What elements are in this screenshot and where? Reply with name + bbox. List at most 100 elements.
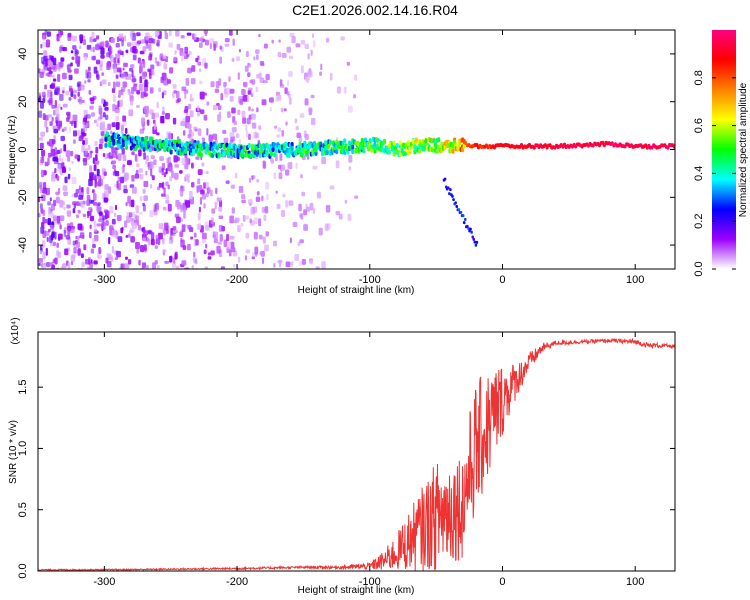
- spectrogram-noise-cell: [275, 190, 278, 194]
- spectrogram-noise-cell: [206, 128, 209, 136]
- spectrogram-noise-cell: [183, 210, 186, 219]
- spectrogram-noise-cell: [304, 98, 309, 106]
- spectrogram-noise-cell: [237, 109, 241, 115]
- spectrogram-signal-cell: [290, 142, 294, 148]
- spectrogram-branch-cell: [447, 186, 450, 190]
- spectrogram-signal-cell: [418, 148, 422, 154]
- snr-x-tick-label: -200: [226, 576, 248, 588]
- spectrogram-noise-cell: [96, 70, 99, 79]
- spectrogram-noise-cell: [214, 88, 220, 93]
- spectrogram-y-tick-label: 0: [17, 146, 29, 152]
- spectrogram-noise-cell: [169, 176, 173, 182]
- spectrogram-noise-cell: [38, 97, 41, 103]
- spectrogram-noise-cell: [155, 234, 159, 240]
- spectrogram-noise-cell: [99, 60, 104, 67]
- spectrogram-noise-cell: [148, 55, 151, 61]
- spectrogram-noise-cell: [354, 195, 359, 199]
- spectrogram-noise-cell: [77, 91, 80, 97]
- spectrogram-noise-cell: [169, 234, 173, 241]
- spectrogram-noise-cell: [140, 245, 145, 253]
- spectrogram-noise-cell: [174, 164, 179, 168]
- spectrogram-noise-cell: [132, 77, 136, 84]
- spectrogram-signal-cell: [129, 145, 133, 151]
- spectrogram-noise-cell: [199, 197, 202, 205]
- spectrogram-noise-cell: [147, 238, 151, 246]
- spectrogram-noise-cell: [62, 103, 68, 108]
- spectrogram-noise-cell: [233, 120, 237, 126]
- spectrogram-noise-cell: [119, 176, 125, 184]
- spectrogram-noise-cell: [38, 110, 43, 118]
- spectrogram-signal-cell: [142, 146, 146, 152]
- spectrogram-noise-cell: [193, 126, 198, 131]
- spectrogram-noise-cell: [301, 258, 306, 265]
- spectrogram-noise-cell: [238, 256, 241, 263]
- spectrogram-noise-cell: [150, 232, 155, 240]
- spectrogram-noise-cell: [114, 257, 119, 261]
- spectrogram-noise-cell: [326, 37, 330, 43]
- snr-y-tick-label: 1.5: [17, 380, 29, 395]
- spectrogram-noise-cell: [312, 165, 318, 170]
- spectrogram-signal-cell: [437, 137, 441, 143]
- spectrogram-noise-cell: [172, 117, 177, 125]
- spectrogram-noise-cell: [99, 114, 103, 120]
- spectrogram-noise-cell: [66, 117, 70, 122]
- spectrogram-signal-cell: [199, 152, 203, 158]
- spectrogram-noise-cell: [204, 39, 210, 46]
- spectrogram-noise-cell: [143, 93, 148, 98]
- spectrogram-noise-cell: [89, 199, 92, 204]
- spectrogram-noise-cell: [92, 201, 98, 206]
- spectrogram-noise-cell: [111, 229, 117, 238]
- spectrogram-noise-cell: [93, 193, 97, 201]
- spectrogram-noise-cell: [243, 94, 248, 102]
- spectrogram-noise-cell: [63, 144, 67, 152]
- spectrogram-noise-cell: [132, 54, 137, 61]
- spectrogram-signal-cell: [169, 149, 173, 155]
- spectrogram-noise-cell: [240, 222, 244, 227]
- spectrogram-noise-cell: [122, 115, 127, 122]
- spectrogram-branch-cell: [469, 227, 472, 231]
- spectrogram-noise-cell: [143, 152, 146, 160]
- spectrogram-noise-cell: [228, 249, 232, 257]
- spectrogram-noise-cell: [154, 245, 159, 249]
- spectrogram-noise-cell: [63, 206, 66, 211]
- spectrogram-noise-cell: [224, 38, 230, 43]
- spectrogram-noise-cell: [291, 35, 296, 44]
- spectrogram-noise-cell: [111, 257, 114, 262]
- spectrogram-noise-cell: [96, 59, 101, 65]
- spectrogram-noise-cell: [92, 174, 97, 180]
- spectrogram-noise-cell: [41, 240, 46, 248]
- spectrogram-noise-cell: [276, 203, 281, 209]
- spectrogram-noise-cell: [111, 88, 116, 93]
- spectrogram-noise-cell: [38, 92, 41, 98]
- spectrogram-noise-cell: [122, 81, 128, 88]
- spectrogram-signal-cell: [461, 147, 465, 153]
- spectrogram-noise-cell: [92, 157, 95, 164]
- spectrogram-noise-cell: [279, 153, 283, 161]
- snr-x-tick-label: -300: [93, 576, 115, 588]
- spectrogram-noise-cell: [64, 176, 68, 184]
- spectrogram-noise-cell: [41, 263, 46, 269]
- colorbar-tick-label: 0.4: [693, 166, 705, 181]
- spectrogram-noise-cell: [135, 205, 140, 214]
- spectrogram-noise-cell: [247, 90, 252, 95]
- spectrogram-noise-cell: [71, 35, 77, 42]
- spectrogram-noise-cell: [40, 207, 43, 213]
- spectrogram-noise-cell: [281, 52, 287, 58]
- spectrogram-noise-cell: [241, 199, 246, 204]
- spectrogram-noise-cell: [95, 146, 99, 154]
- spectrogram-noise-cell: [234, 217, 240, 223]
- spectrogram-noise-cell: [62, 185, 68, 192]
- colorbar-tick-label: 0.6: [693, 118, 705, 133]
- spectrogram-branch-cell: [472, 237, 475, 241]
- spectrogram-noise-cell: [138, 259, 141, 266]
- spectrogram-noise-cell: [213, 238, 218, 244]
- spectrogram-noise-cell: [91, 112, 96, 117]
- spectrogram-noise-cell: [56, 119, 59, 127]
- spectrogram-noise-cell: [199, 109, 205, 114]
- spectrogram-noise-cell: [136, 40, 142, 45]
- spectrogram-noise-cell: [128, 233, 131, 238]
- spectrogram-signal-cell: [387, 149, 391, 155]
- spectrogram-noise-cell: [174, 251, 178, 260]
- spectrogram-noise-cell: [59, 215, 65, 222]
